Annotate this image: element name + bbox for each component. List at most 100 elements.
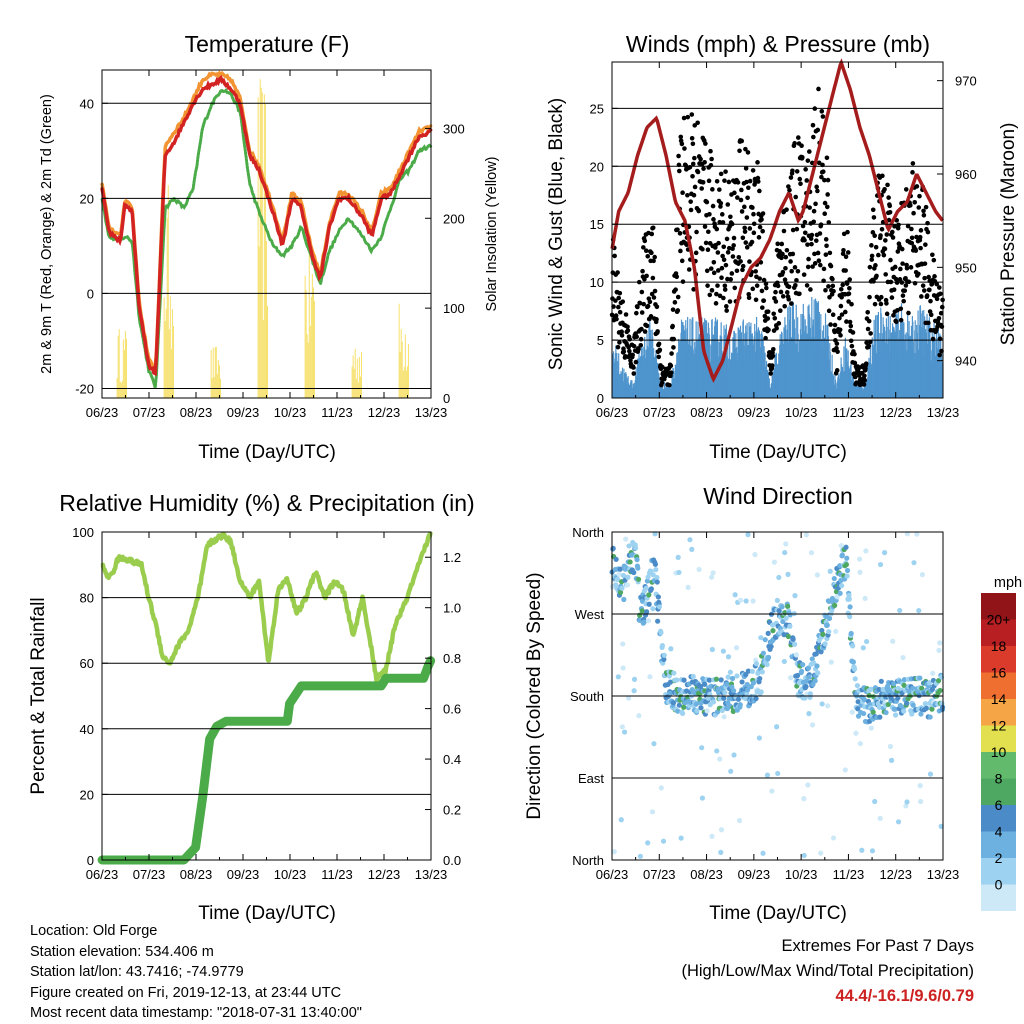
gust-point: [840, 251, 846, 257]
gust-point: [788, 175, 794, 180]
gust-point: [679, 258, 685, 264]
y-tick-label: -20: [75, 381, 94, 396]
wind-direction-point: [655, 618, 661, 624]
plot-frame: [101, 531, 432, 861]
wind-direction-point: [849, 709, 855, 715]
gust-point: [774, 325, 779, 331]
gust-point: [700, 180, 706, 185]
gust-point: [867, 264, 873, 270]
gust-point: [642, 238, 648, 244]
gust-point: [828, 263, 834, 269]
gust-point: [739, 138, 745, 144]
gust-point: [694, 229, 699, 235]
temperature-ylabel: 2m & 9m T (Red, Orange) & 2m Td (Green): [39, 94, 55, 374]
gust-point: [740, 235, 746, 241]
gust-point: [750, 286, 756, 292]
wind-direction-point: [803, 532, 809, 538]
gust-point: [689, 135, 695, 141]
wind-direction-point: [901, 708, 907, 714]
gust-point: [808, 236, 814, 241]
gust-point: [805, 264, 811, 270]
gust-point: [922, 275, 927, 281]
wind-direction-point: [833, 628, 839, 635]
gust-point: [623, 312, 629, 317]
gust-point: [938, 310, 944, 316]
gust-point: [696, 208, 702, 214]
gust-point: [789, 268, 794, 274]
gust-point: [761, 277, 767, 283]
wind-direction-point: [850, 643, 856, 649]
legend-swatch: [981, 699, 1016, 726]
gust-point: [636, 346, 641, 352]
gust-point: [939, 304, 945, 310]
gust-point: [738, 259, 743, 264]
gust-point: [641, 245, 646, 250]
wind-direction-point: [631, 688, 637, 694]
wind-direction-point: [936, 647, 942, 653]
gust-point: [722, 287, 728, 292]
extremes-title: Extremes For Past 7 Days: [781, 937, 974, 955]
gust-point: [725, 202, 731, 207]
gust-point: [766, 327, 771, 333]
gust-point: [799, 143, 804, 148]
wind-direction-point: [730, 708, 736, 714]
gust-point: [731, 243, 736, 248]
gust-point: [794, 226, 800, 232]
gust-point: [692, 184, 698, 190]
gust-point: [938, 291, 943, 297]
gust-point: [866, 318, 872, 324]
y2-tick-label: 0.8: [443, 651, 461, 666]
wind-direction-point: [690, 673, 696, 680]
wind-direction-point: [910, 702, 916, 708]
gust-point: [882, 246, 888, 252]
wind-direction-point: [855, 706, 861, 712]
gust-point: [830, 283, 836, 289]
x-tick-label: 10/23: [785, 867, 818, 882]
gust-point: [711, 270, 717, 276]
gust-point: [898, 266, 903, 272]
gust-point: [630, 352, 635, 358]
extremes-values: 44.4/-16.1/9.6/0.79: [835, 987, 974, 1005]
gust-point: [903, 187, 909, 192]
wind-direction-point: [901, 682, 907, 688]
gust-point: [792, 265, 798, 270]
gust-point: [872, 233, 877, 239]
gust-point: [775, 241, 781, 247]
gust-point: [884, 311, 890, 317]
gust-point: [717, 293, 723, 299]
gust-point: [815, 188, 820, 194]
wind-direction-point: [752, 552, 758, 558]
gust-point: [898, 317, 904, 323]
wind-direction-point: [649, 809, 656, 815]
gust-point: [900, 261, 905, 266]
wind-direction-point: [847, 614, 853, 620]
wind-direction-point: [838, 542, 844, 549]
gust-point: [686, 267, 692, 272]
gust-point: [887, 203, 893, 209]
wind-direction-point: [714, 748, 720, 754]
y-tick-label: 60: [80, 656, 94, 671]
gust-point: [615, 344, 621, 350]
gust-point: [826, 220, 832, 225]
wind-direction-point: [671, 670, 677, 676]
wind-direction-point: [776, 574, 782, 581]
gust-point: [723, 262, 729, 268]
gust-point: [892, 224, 897, 229]
gust-point: [842, 309, 848, 315]
gust-point: [723, 169, 728, 174]
wind-direction-point: [904, 799, 910, 805]
wind-direction-point: [681, 677, 687, 683]
x-tick-label: 08/23: [690, 405, 723, 420]
gust-point: [744, 245, 750, 250]
gust-point: [763, 335, 768, 341]
gust-point: [714, 178, 720, 184]
gust-point: [645, 303, 651, 309]
gust-point: [612, 253, 617, 259]
wind-direction-point: [825, 703, 831, 709]
gust-point: [832, 322, 838, 328]
gust-point: [725, 250, 731, 255]
gust-point: [740, 263, 746, 269]
wind-direction-point: [785, 571, 791, 577]
wind-direction-point: [760, 650, 767, 656]
gust-point: [717, 187, 722, 192]
